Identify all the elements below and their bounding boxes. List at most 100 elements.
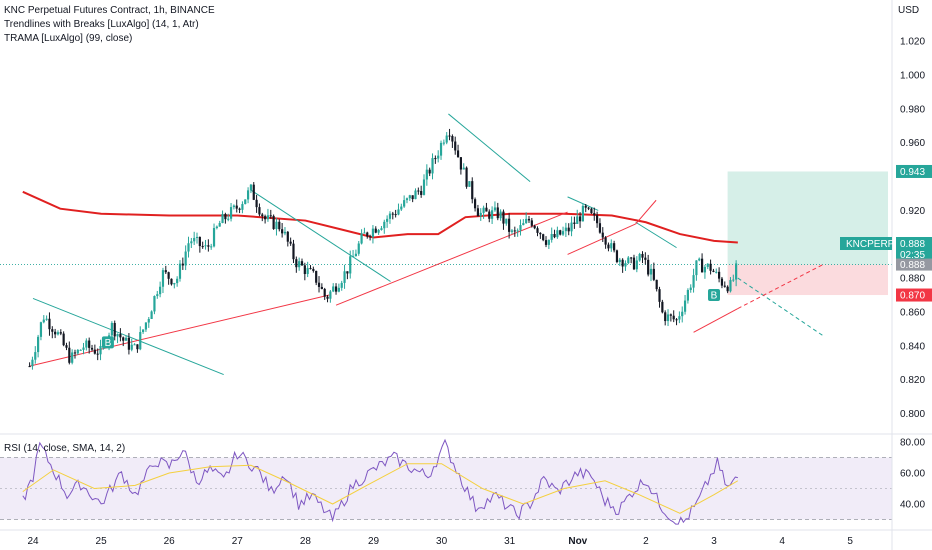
candle-body [48, 318, 51, 330]
candle-body [414, 190, 417, 200]
candle-body [386, 218, 389, 222]
candle-body [357, 243, 360, 254]
time-tick-label: 2 [643, 536, 649, 547]
candle-body [37, 336, 40, 353]
candle-body [482, 207, 485, 213]
candle-body [278, 221, 281, 230]
price-tick-label: 0.860 [900, 307, 925, 318]
support-trendline [635, 199, 657, 225]
time-tick-label: 4 [779, 536, 785, 547]
candle-body [323, 288, 326, 297]
candle-body [164, 270, 167, 273]
candle-body [431, 158, 434, 174]
candle-body [678, 316, 681, 320]
candle-body [561, 231, 565, 235]
time-tick-label: 28 [300, 536, 312, 547]
candle-body [224, 213, 227, 220]
candles [28, 128, 738, 370]
candle-body [573, 222, 576, 224]
rsi-ma-line [22, 463, 739, 514]
time-tick-label: 25 [96, 536, 108, 547]
candle-body [522, 223, 525, 226]
time-tick-label: 24 [27, 536, 39, 547]
candle-body [581, 205, 585, 222]
stop-price-tag-text: 0.870 [900, 291, 925, 302]
candle-body [241, 204, 244, 210]
candle-body [187, 243, 190, 252]
price-tick-label: 0.960 [900, 138, 925, 149]
candle-body [641, 253, 644, 258]
candle-body [42, 319, 45, 323]
candle-body [525, 218, 528, 224]
candle-body [306, 268, 309, 275]
candle-body [559, 230, 562, 235]
candle-body [329, 291, 332, 299]
candle-body [567, 227, 570, 232]
candle-body [167, 272, 170, 279]
candle-body [292, 243, 295, 260]
candle-body [34, 352, 37, 360]
candle-body [380, 228, 383, 230]
candle-body [422, 179, 426, 195]
candle-body [141, 329, 145, 333]
position-zones [0, 171, 892, 296]
candle-body [218, 223, 221, 227]
candle-body [170, 278, 173, 285]
candle-body [139, 332, 142, 350]
candle-body [246, 190, 250, 200]
time-tick-label: 3 [711, 536, 717, 547]
time-tick-label: 26 [164, 536, 176, 547]
candle-body [366, 232, 369, 237]
candle-body [31, 359, 34, 367]
candle-body [289, 241, 292, 244]
resistance-trendline [567, 196, 599, 211]
trama-series [22, 190, 738, 244]
candle-body [550, 234, 553, 240]
support-trendline [693, 308, 739, 333]
candle-body [249, 184, 253, 191]
candle-body [264, 216, 267, 220]
candle-body [383, 221, 386, 229]
candle-body [261, 214, 264, 217]
candle-body [672, 315, 675, 320]
candle-body [315, 270, 318, 283]
candle-body [65, 345, 68, 348]
candle-body [212, 228, 216, 247]
candle-body [300, 261, 304, 266]
price-tick-label: 1.020 [900, 37, 925, 48]
candle-body [513, 230, 516, 232]
candle-body [584, 205, 587, 208]
candle-body [445, 135, 448, 143]
candle-body [610, 243, 613, 249]
candle-body [496, 207, 499, 219]
candle-body [312, 268, 315, 271]
candle-body [576, 216, 579, 224]
candle-body [732, 279, 735, 281]
candle-body [232, 205, 235, 208]
candle-body [227, 218, 230, 220]
candle-body [90, 347, 94, 350]
candle-body [346, 271, 349, 274]
candle-body [695, 260, 698, 276]
rsi-pane: 80.00 60.00 40.00 [0, 438, 925, 525]
candle-body [59, 332, 62, 334]
candle-body [723, 285, 726, 287]
candle-body [491, 210, 494, 219]
candle-body [176, 278, 179, 284]
candle-body [235, 205, 238, 209]
candle-body [201, 246, 204, 248]
candle-body [448, 135, 451, 137]
candle-body [718, 271, 721, 279]
break-marker-label: B [105, 338, 112, 349]
candle-body [244, 199, 247, 205]
price-tick-label: 0.840 [900, 341, 925, 352]
rsi-tick-label: 80.00 [900, 438, 925, 449]
candle-body [499, 211, 502, 219]
candle-body [607, 244, 610, 249]
candle-body [488, 211, 491, 219]
entry-price-tag [896, 258, 932, 271]
candle-body [686, 289, 689, 301]
resistance-trendline [250, 189, 391, 282]
